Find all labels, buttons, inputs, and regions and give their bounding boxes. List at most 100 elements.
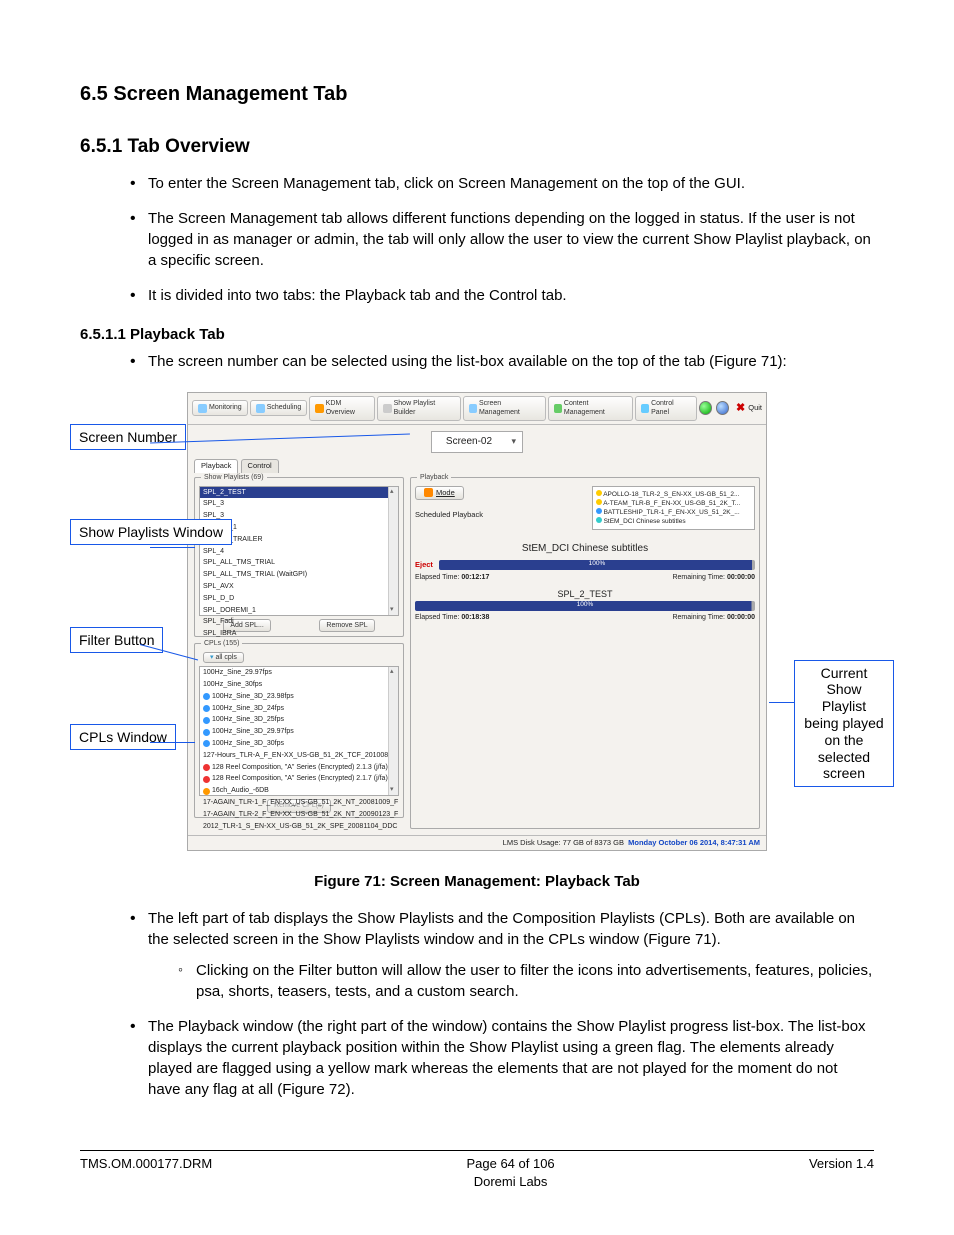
screenshot: Monitoring Scheduling KDM Overview Show …: [187, 392, 767, 852]
overview-bullet: The Screen Management tab allows differe…: [130, 208, 874, 271]
list-item[interactable]: 100Hz_Sine_29.97fps: [200, 667, 398, 679]
list-item[interactable]: StEM_DCI Chinese subtitles: [596, 517, 751, 526]
disk-usage: LMS Disk Usage: 77 GB of 8373 GB: [503, 838, 624, 847]
callout-line: [150, 547, 195, 548]
eject-button[interactable]: Eject: [415, 560, 433, 571]
footer-right: Version 1.4: [809, 1155, 874, 1191]
list-item[interactable]: 128 Reel Composition, "A" Series (Encryp…: [200, 773, 398, 785]
tab-scheduling[interactable]: Scheduling: [250, 400, 308, 416]
clip-icon: [203, 693, 210, 700]
tab-content-mgmt[interactable]: Content Management: [548, 396, 633, 422]
callout-cpls-window: CPLs Window: [70, 724, 176, 751]
cpl-listbox[interactable]: 100Hz_Sine_29.97fps 100Hz_Sine_30fps 100…: [199, 666, 399, 796]
list-item[interactable]: APOLLO-18_TLR-2_S_EN-XX_US-GB_51_2...: [596, 490, 751, 499]
list-item[interactable]: 17-AGAIN_TLR-2_F_EN-XX_US-GB_51_2K_NT_20…: [200, 809, 398, 821]
footer-page: Page 64 of 106: [466, 1156, 554, 1171]
subsubsection-heading: 6.5.1.1 Playback Tab: [80, 324, 874, 345]
list-item[interactable]: SPL_3: [200, 498, 398, 510]
tab-control-panel[interactable]: Control Panel: [635, 396, 697, 422]
current-icon: [596, 517, 602, 523]
list-item[interactable]: SPL_ALL_TMS_TRIAL (WaitGPI): [200, 569, 398, 581]
quit-icon[interactable]: ✖: [736, 401, 745, 416]
list-item[interactable]: SPL_IBRA: [200, 628, 398, 640]
quit-label[interactable]: Quit: [748, 403, 762, 414]
scheduled-label: Scheduled Playback: [415, 510, 586, 521]
section-heading: 6.5 Screen Management Tab: [80, 80, 874, 108]
figure-caption: Figure 71: Screen Management: Playback T…: [80, 871, 874, 892]
tab-kdm[interactable]: KDM Overview: [309, 396, 375, 422]
cpl-progress-bar: 100%: [439, 560, 755, 570]
list-item[interactable]: 100Hz_Sine_3D_29.97fps: [200, 726, 398, 738]
played-icon: [596, 499, 602, 505]
list-item[interactable]: 127-Hours_TLR-A_F_EN-XX_US-GB_51_2K_TCF_…: [200, 750, 398, 762]
list-item[interactable]: SPL_D_D: [200, 593, 398, 605]
list-item[interactable]: SPL_AVX: [200, 581, 398, 593]
list-item[interactable]: SPL_DOREMI_1: [200, 605, 398, 617]
clip-icon: [203, 788, 210, 795]
list-item[interactable]: 16ch_Audio_-6DB: [200, 785, 398, 797]
playback-title: Playback: [417, 473, 451, 483]
screen-select[interactable]: Screen-02: [431, 431, 523, 453]
clip-icon: [203, 729, 210, 736]
footer-company: Doremi Labs: [474, 1174, 548, 1189]
list-item[interactable]: SPL_2_TEST: [200, 487, 398, 499]
status-bar: LMS Disk Usage: 77 GB of 8373 GB Monday …: [188, 835, 766, 851]
status-icon: [699, 401, 712, 415]
filter-icon: ▾: [210, 654, 214, 661]
played-icon: [596, 508, 602, 514]
help-icon[interactable]: [716, 401, 729, 415]
tab-monitoring[interactable]: Monitoring: [192, 400, 248, 416]
mode-icon: [424, 488, 433, 497]
callout-line: [769, 702, 794, 703]
clip-icon: [203, 776, 210, 783]
spl-progress-bar: 100%: [415, 601, 755, 611]
list-item[interactable]: SPL_Fadi: [200, 616, 398, 628]
body-subbullet: Clicking on the Filter button will allow…: [178, 960, 874, 1002]
list-item[interactable]: 128 Reel Composition, "A" Series (Encryp…: [200, 762, 398, 774]
show-playlists-field: Show Playlists (69) SPL_2_TEST SPL_3 SPL…: [194, 477, 404, 638]
spl-title: Show Playlists (69): [201, 473, 267, 483]
tab-screen-mgmt[interactable]: Screen Management: [463, 396, 546, 422]
figure-71: Monitoring Scheduling KDM Overview Show …: [70, 392, 884, 852]
clip-icon: [203, 740, 210, 747]
callout-spl-window: Show Playlists Window: [70, 519, 232, 546]
callout-screen-number: Screen Number: [70, 424, 186, 451]
clip-icon: [203, 717, 210, 724]
scrollbar[interactable]: [388, 667, 398, 795]
list-item[interactable]: A-TEAM_TLR-B_F_EN-XX_US-GB_51_2K_T...: [596, 499, 751, 508]
subsection-heading: 6.5.1 Tab Overview: [80, 134, 874, 161]
list-item[interactable]: 100Hz_Sine_30fps: [200, 679, 398, 691]
callout-filter-button: Filter Button: [70, 627, 163, 654]
list-item[interactable]: 100Hz_Sine_3D_25fps: [200, 714, 398, 726]
list-item[interactable]: 17-AGAIN_TLR-1_F_EN-XX_US-GB_51_2K_NT_20…: [200, 797, 398, 809]
cpls-title: CPLs (155): [201, 639, 242, 649]
body-bullet: The Playback window (the right part of t…: [130, 1016, 874, 1100]
list-item[interactable]: 100Hz_Sine_3D_24fps: [200, 703, 398, 715]
spl-listbox[interactable]: SPL_2_TEST SPL_3 SPL_3 SPL_3D_1 SPL_3D_T…: [199, 486, 399, 616]
page-footer: TMS.OM.000177.DRM Page 64 of 106 Doremi …: [80, 1150, 874, 1191]
list-item[interactable]: SPL_ALL_TMS_TRIAL: [200, 557, 398, 569]
clip-icon: [203, 764, 210, 771]
list-item[interactable]: BATTLESHIP_TLR-1_F_EN-XX_US_51_2K_...: [596, 508, 751, 517]
overview-bullet: To enter the Screen Management tab, clic…: [130, 173, 874, 194]
clip-icon: [203, 705, 210, 712]
datetime: Monday October 06 2014, 8:47:31 AM: [628, 838, 760, 847]
cpls-field: CPLs (155) ▾ all cpls 100Hz_Sine_29.97fp…: [194, 643, 404, 818]
callout-line: [150, 742, 195, 743]
played-icon: [596, 490, 602, 496]
playback-field: Playback Mode Scheduled Playback APOLLO-…: [410, 477, 760, 829]
now-playing-title: StEM_DCI Chinese subtitles: [415, 542, 755, 556]
list-item[interactable]: 2012_TLR-1_S_EN-XX_US-GB_51_2K_SPE_20081…: [200, 821, 398, 833]
list-item[interactable]: SPL_4: [200, 546, 398, 558]
scrollbar[interactable]: [388, 487, 398, 615]
list-item[interactable]: 100Hz_Sine_3D_30fps: [200, 738, 398, 750]
list-item[interactable]: 100Hz_Sine_3D_23.98fps: [200, 691, 398, 703]
playback-bullet: The screen number can be selected using …: [130, 351, 874, 372]
callout-current-spl: Current Show Playlist being played on th…: [794, 660, 894, 788]
subtab-control[interactable]: Control: [241, 459, 279, 473]
progress-list[interactable]: APOLLO-18_TLR-2_S_EN-XX_US-GB_51_2... A-…: [592, 486, 755, 530]
subtab-playback[interactable]: Playback: [194, 459, 238, 473]
mode-button[interactable]: Mode: [415, 486, 464, 501]
filter-button[interactable]: ▾ all cpls: [203, 652, 244, 663]
tab-spl-builder[interactable]: Show Playlist Builder: [377, 396, 460, 422]
